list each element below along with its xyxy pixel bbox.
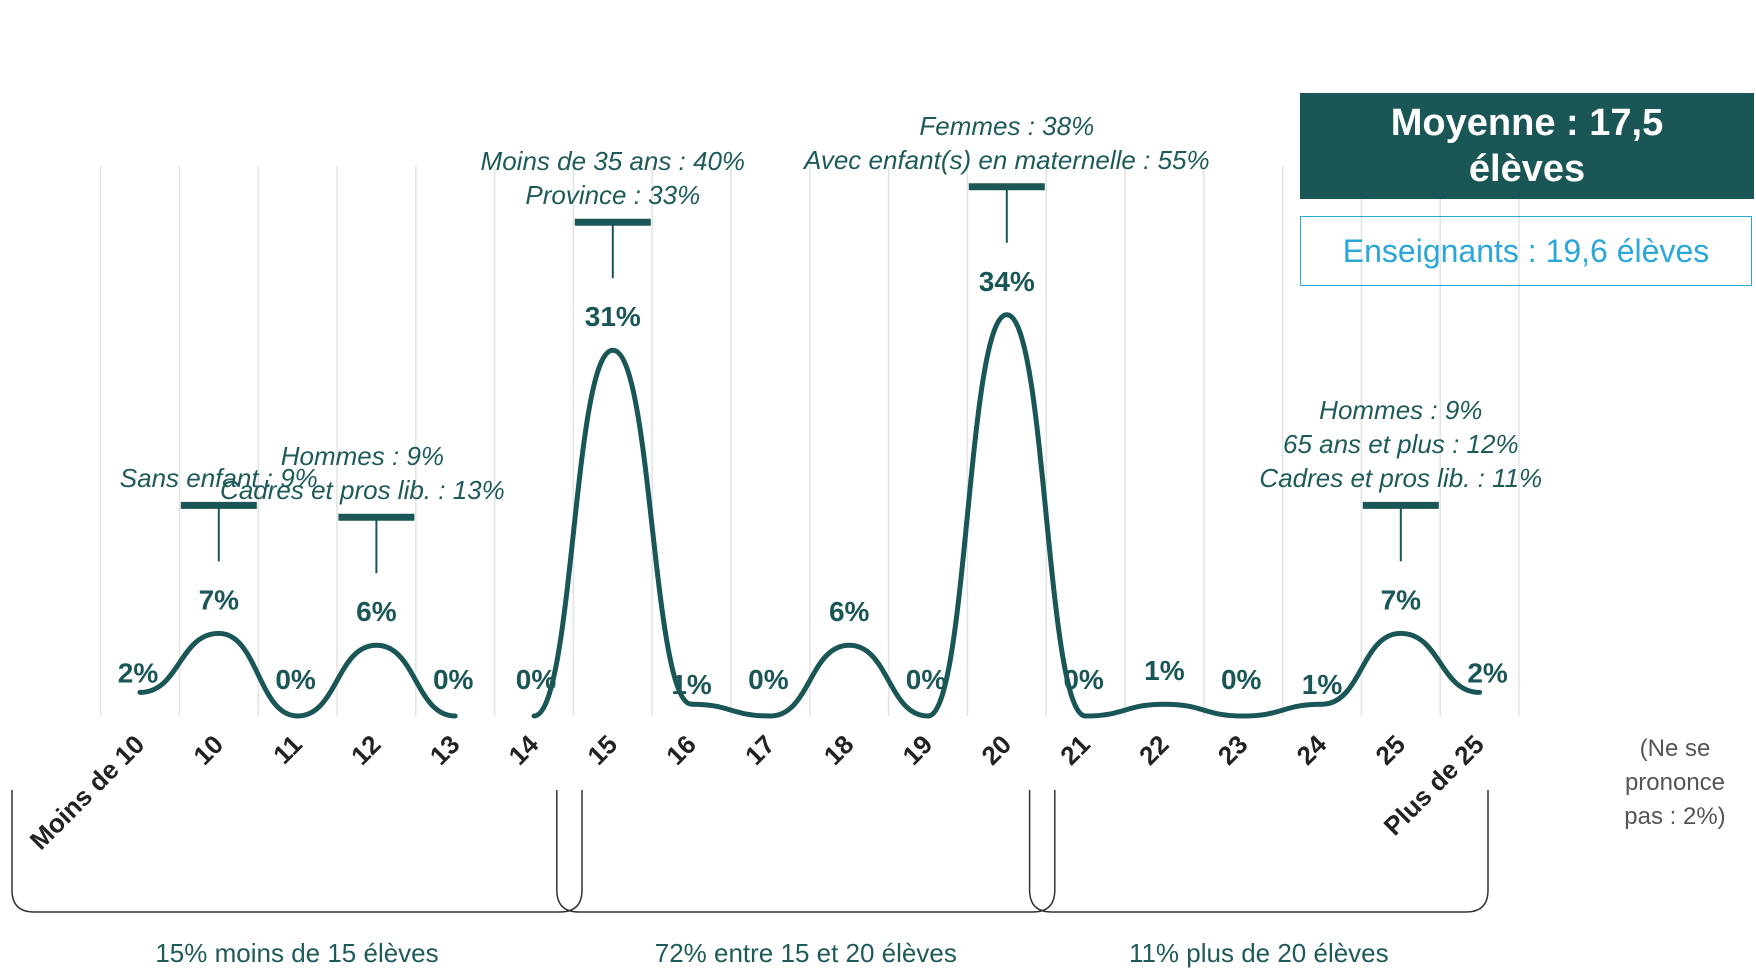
- x-tick-label: 17: [739, 729, 781, 771]
- series-segment: [531, 312, 1483, 719]
- group-label: 72% entre 15 et 20 élèves: [654, 938, 957, 968]
- group-label: 11% plus de 20 élèves: [1128, 938, 1389, 968]
- annotation-line: 65 ans et plus : 12%: [1282, 429, 1519, 460]
- annotation-line: Hommes : 9%: [280, 441, 445, 472]
- value-label: 6%: [356, 596, 397, 627]
- x-tick-label: 24: [1291, 729, 1333, 771]
- no-answer-label: (Ne se prononce pas : 2%): [1624, 735, 1726, 830]
- annotation-line: Sans enfant : 9%: [119, 463, 318, 494]
- value-label: 0%: [1063, 664, 1104, 695]
- x-tick-label: 25: [1369, 729, 1411, 771]
- annotation-12: Hommes : 9% Cadres et pros lib. : 13%: [220, 439, 505, 507]
- value-label: 2%: [118, 657, 159, 688]
- value-label: 1%: [1144, 655, 1185, 686]
- x-tick-label: 16: [660, 729, 702, 771]
- series-segment: [137, 630, 458, 719]
- x-tick-label: 20: [975, 729, 1017, 771]
- mean-label: Moyenne : 17,5 élèves: [1390, 102, 1664, 190]
- grid: [99, 166, 1520, 716]
- value-labels: 2% 7% 0% 6% 0% 0% 31% 1% 0% 6% 0% 34% 0% 1% 0% 1% 7% 2%: [118, 266, 1508, 700]
- teachers-label: Enseignants : 19,6 élèves: [1342, 232, 1710, 269]
- value-label: 7%: [1381, 584, 1422, 615]
- annotation-line: Avec enfant(s) en maternelle : 55%: [803, 144, 1210, 175]
- group-brace: [11, 790, 583, 913]
- x-tick-label: 13: [424, 729, 466, 771]
- value-label: 0%: [275, 664, 316, 695]
- value-label: 0%: [748, 664, 789, 695]
- x-tick-label: 23: [1212, 729, 1254, 771]
- annotation-line: Hommes : 9%: [1319, 395, 1483, 426]
- value-label: 2%: [1467, 657, 1508, 688]
- value-label: 0%: [516, 664, 557, 695]
- value-label: 0%: [433, 664, 474, 695]
- group-braces: [11, 790, 1489, 913]
- x-tick-label: 12: [345, 729, 387, 771]
- x-tick-label: 11: [267, 729, 308, 770]
- value-label: 0%: [1221, 664, 1262, 695]
- x-tick-labels: Moins de 10 10 11 12 13 14 15 16 17 18 19 20 21 22 23 2…: [24, 729, 1490, 856]
- x-tick-label: Moins de 10: [24, 729, 150, 855]
- mean-box: Moyenne : 17,5 élèves: [1300, 93, 1754, 199]
- teachers-box: Enseignants : 19,6 élèves: [1300, 216, 1752, 286]
- no-answer-note: (Ne se prononce pas : 2%): [1600, 698, 1750, 868]
- x-tick-label: 22: [1133, 729, 1175, 771]
- annotation-markers: [180, 183, 1439, 574]
- annotation-line: Cadres et pros lib. : 13%: [220, 475, 505, 506]
- annotation-20: Femmes : 38% Avec enfant(s) en maternelle…: [804, 109, 1210, 177]
- annotation-line: Moins de 35 ans : 40%: [480, 146, 746, 177]
- annotation-10: Sans enfant : 9%: [120, 461, 318, 495]
- value-label: 34%: [979, 266, 1035, 297]
- value-label: 7%: [199, 584, 240, 615]
- value-label: 1%: [1302, 669, 1343, 700]
- annotation-25: Hommes : 9% 65 ans et plus : 12% Cadres et…: [1259, 393, 1542, 495]
- annotation-line: Femmes : 38%: [919, 110, 1095, 141]
- group-label: 15% moins de 15 élèves: [155, 938, 439, 968]
- annotation-15: Moins de 35 ans : 40% Province : 33%: [481, 144, 746, 212]
- x-tick-label: 10: [187, 729, 229, 771]
- x-tick-label: 21: [1054, 729, 1096, 771]
- value-label: 31%: [585, 301, 641, 332]
- value-label: 0%: [906, 664, 947, 695]
- x-tick-label: 18: [818, 729, 860, 771]
- group-brace: [1028, 790, 1489, 913]
- annotation-line: Province : 33%: [525, 180, 701, 211]
- series-line: [137, 312, 1483, 719]
- group-brace: [556, 790, 1056, 913]
- value-label: 6%: [829, 596, 870, 627]
- value-label: 1%: [671, 669, 712, 700]
- x-tick-label: 14: [503, 729, 545, 771]
- x-tick-label: 15: [581, 729, 623, 771]
- annotation-line: Cadres et pros lib. : 11%: [1259, 463, 1543, 494]
- x-tick-label: 19: [897, 729, 939, 771]
